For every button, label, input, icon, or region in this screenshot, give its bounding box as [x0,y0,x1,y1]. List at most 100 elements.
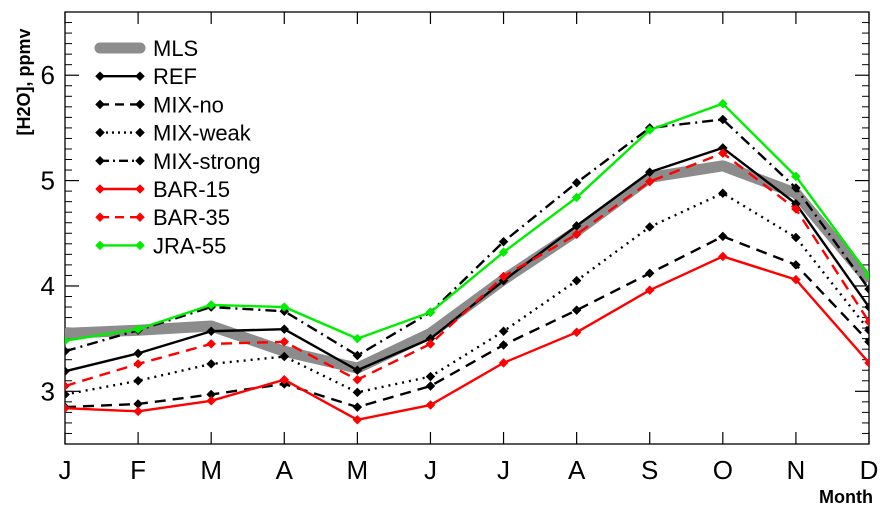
data-point [206,395,217,406]
legend-item-mls: MLS [94,36,198,61]
data-point [571,305,582,316]
x-tick-label: M [200,455,222,485]
data-point [95,184,105,194]
data-point [206,326,217,337]
x-axis-title: Month [819,487,873,507]
legend-label: JRA-55 [153,233,226,258]
data-point [352,414,363,425]
data-point [133,348,143,359]
x-tick-label: A [276,455,294,485]
data-point [644,285,655,296]
legend-label: MIX-weak [153,121,252,146]
series-bar-15 [65,251,869,425]
legend-item-bar-15: BAR-15 [95,177,230,202]
series-jra-55 [65,98,869,346]
data-point [95,240,105,251]
x-tick-label: M [347,455,369,485]
x-tick-label: N [787,455,806,485]
x-tick-label: A [568,455,586,485]
data-point [644,167,655,178]
data-point [425,381,436,391]
plot-frame [64,11,870,445]
data-point [864,358,869,368]
data-point [864,270,869,281]
data-point [352,374,363,385]
data-point [135,155,145,166]
data-point [717,148,728,159]
x-tick-label: S [641,455,658,485]
data-point [791,260,801,270]
x-tick-label: O [713,455,733,485]
data-point [95,127,105,138]
legend-label: BAR-35 [153,205,230,230]
data-point [571,192,582,203]
legend-label: MIX-strong [153,149,261,174]
data-point [864,302,869,312]
legend-label: BAR-15 [153,177,230,202]
y-tick-label: 6 [41,60,55,90]
data-point [864,316,869,327]
data-point [425,371,436,382]
data-point [206,339,217,349]
data-point [498,340,509,350]
series-mix-weak [65,188,869,400]
legend-label: MIX-no [153,92,224,117]
data-point [425,307,436,318]
x-tick-label: J [497,455,510,485]
data-point [791,232,801,243]
data-point [135,184,145,194]
data-point [864,325,869,336]
data-point [717,231,728,242]
data-point [864,284,869,294]
y-tick-label: 5 [41,166,55,196]
legend-item-bar-35: BAR-35 [95,205,230,230]
legend-label: REF [153,64,197,89]
data-point [571,229,582,240]
data-point [352,402,363,412]
series-line [65,151,869,388]
data-point [133,324,143,335]
data-point [279,324,290,335]
data-point [425,400,436,410]
data-point [279,336,290,347]
data-point [135,71,145,82]
series-lines [65,98,869,425]
axes: 3 4 5 6 J F M A M J J A S O N D [41,11,879,485]
x-tick-label: D [860,455,879,485]
data-point [717,188,728,199]
data-point [644,176,655,187]
data-point [95,99,105,110]
data-point [864,336,869,347]
series-line [65,118,869,357]
data-point [65,346,70,357]
data-point [65,403,70,414]
legend-item-mix-weak: MIX-weak [95,121,252,146]
data-point [133,375,143,386]
legend-item-mix-no: MIX-no [95,92,224,117]
series-bar-35 [65,148,869,391]
data-point [95,155,105,166]
series-mls [65,160,869,374]
data-point [135,99,145,110]
data-point [498,326,509,337]
y-axis-title: [H2O], ppmv [14,28,34,135]
data-point [279,374,290,385]
data-point [791,274,801,285]
series-line [65,235,869,409]
data-point [791,171,801,182]
data-point [95,71,105,82]
data-point [498,236,509,247]
data-point [717,114,728,125]
data-point [644,125,655,135]
data-point [206,300,217,310]
y-tick-label: 4 [41,271,55,301]
data-point [644,222,655,232]
series-line [65,160,869,374]
x-tick-label: J [59,455,72,485]
data-point [65,335,70,346]
data-point [352,387,363,398]
y-tick-label: 3 [41,376,55,406]
data-point [352,350,363,361]
data-point [498,247,509,258]
